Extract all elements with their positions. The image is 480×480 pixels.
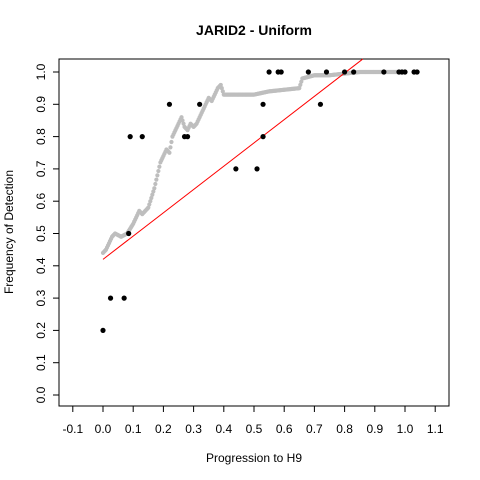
curve-point xyxy=(169,140,173,144)
curve-point xyxy=(156,169,160,173)
observed-point xyxy=(254,166,259,171)
observed-point xyxy=(342,69,347,74)
curve-point xyxy=(157,165,161,169)
y-tick-label: 0.4 xyxy=(34,257,48,274)
x-tick-label: 0.6 xyxy=(276,422,293,436)
observed-point xyxy=(233,166,238,171)
x-tick-label: 0.7 xyxy=(306,422,323,436)
x-tick-label: 0.3 xyxy=(185,422,202,436)
observed-point xyxy=(279,69,284,74)
observed-point xyxy=(185,134,190,139)
y-tick-label: 0.2 xyxy=(34,322,48,339)
y-tick-label: 0.7 xyxy=(34,160,48,177)
observed-point xyxy=(108,296,113,301)
x-tick-label: -0.1 xyxy=(62,422,83,436)
y-tick-label: 0.3 xyxy=(34,289,48,306)
observed-point xyxy=(267,69,272,74)
curve-point xyxy=(152,186,156,190)
chart-title: JARID2 - Uniform xyxy=(196,22,312,38)
y-tick-label: 0.0 xyxy=(34,386,48,403)
observed-point xyxy=(318,102,323,107)
observed-point xyxy=(197,102,202,107)
curve-point xyxy=(167,151,171,155)
curve-point xyxy=(153,182,157,186)
curve-point xyxy=(155,173,159,177)
y-tick-label: 0.8 xyxy=(34,128,48,145)
x-tick-label: 0.4 xyxy=(215,422,232,436)
x-tick-label: 0.9 xyxy=(366,422,383,436)
curve-point xyxy=(154,178,158,182)
observed-point xyxy=(351,69,356,74)
observed-point xyxy=(140,134,145,139)
observed-point xyxy=(260,102,265,107)
observed-point xyxy=(381,69,386,74)
x-tick-label: 1.0 xyxy=(397,422,414,436)
observed-point xyxy=(122,296,127,301)
observed-point xyxy=(260,134,265,139)
observed-point xyxy=(167,102,172,107)
y-tick-label: 0.5 xyxy=(34,225,48,242)
observed-point xyxy=(414,69,419,74)
x-tick-label: 1.1 xyxy=(427,422,444,436)
observed-point xyxy=(100,328,105,333)
observed-point xyxy=(128,134,133,139)
x-tick-label: 0.1 xyxy=(125,422,142,436)
x-axis-label: Progression to H9 xyxy=(206,451,302,465)
observed-point xyxy=(306,69,311,74)
observed-point xyxy=(324,69,329,74)
y-tick-label: 0.6 xyxy=(34,193,48,210)
x-tick-label: 0.2 xyxy=(155,422,172,436)
observed-point xyxy=(402,69,407,74)
x-tick-label: 0.5 xyxy=(246,422,263,436)
curve-point xyxy=(168,145,172,149)
y-tick-label: 0.1 xyxy=(34,354,48,371)
x-tick-label: 0.0 xyxy=(95,422,112,436)
y-tick-label: 0.9 xyxy=(34,96,48,113)
y-tick-label: 1.0 xyxy=(34,63,48,80)
observed-point xyxy=(126,231,131,236)
x-tick-label: 0.8 xyxy=(336,422,353,436)
y-axis-label: Frequency of Detection xyxy=(2,170,16,294)
